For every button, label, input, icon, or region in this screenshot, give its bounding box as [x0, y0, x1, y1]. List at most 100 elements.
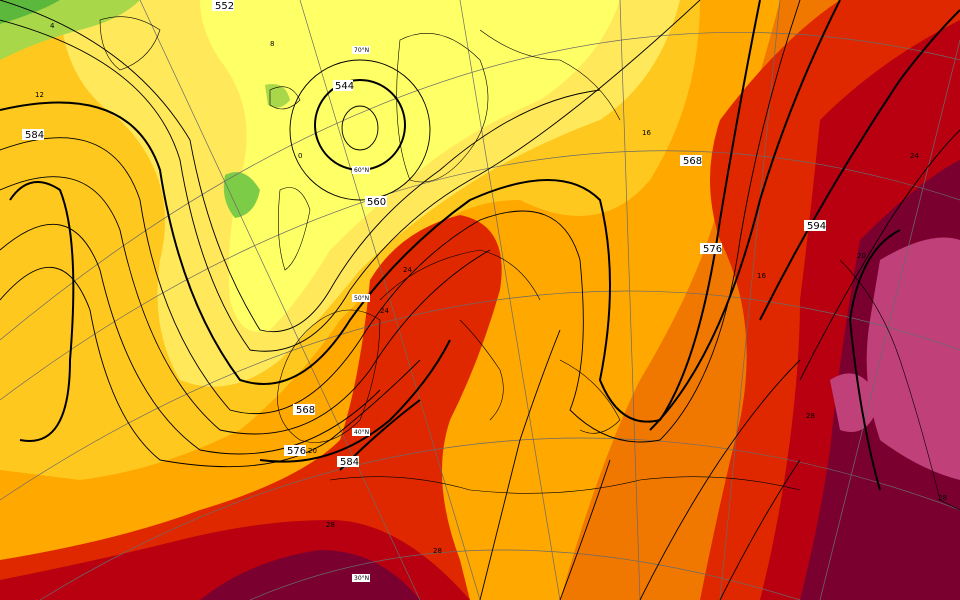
temp-label: 24 [380, 307, 389, 315]
temp-zone-24-west [0, 215, 502, 600]
label-bg [333, 80, 353, 91]
height-label: 544 [335, 81, 354, 92]
height-label: 552 [215, 1, 234, 12]
contour-south-2 [559, 459, 611, 600]
contour-556 [0, 0, 601, 333]
label-bg [352, 428, 370, 436]
scandinavia-coast [396, 33, 489, 183]
temp-zone-cold-patch [223, 172, 260, 218]
label-bg [212, 0, 234, 11]
label-bg [352, 46, 370, 54]
height-label: 576 [703, 244, 722, 255]
label-bg [804, 220, 826, 231]
contour-566 [0, 176, 491, 435]
temp-label: 28 [938, 494, 947, 502]
france-coast [379, 249, 541, 301]
north-africa-coast [329, 476, 801, 494]
coastlines [99, 16, 960, 511]
contour-south-1 [479, 329, 561, 600]
temp-label: 16 [757, 272, 766, 280]
contour-548 [289, 59, 431, 201]
label-bg [700, 243, 722, 254]
latitude-label: 70°N [354, 47, 369, 54]
height-label: 568 [296, 405, 315, 416]
label-bg [284, 445, 306, 456]
temp-zone-32-south [200, 550, 420, 600]
iberia-coast [277, 309, 381, 443]
uk-coast [278, 187, 311, 271]
label-bg [22, 129, 44, 140]
latitude-line-70 [0, 32, 960, 341]
height-label: 560 [367, 197, 386, 208]
meridian-line [139, 0, 421, 600]
iceland-coast [269, 86, 301, 110]
temp-label: 0 [298, 152, 302, 160]
temp-label: 20 [857, 252, 866, 260]
latitude-line-60 [0, 150, 960, 401]
label-bg [680, 155, 702, 166]
temp-label: 20 [308, 447, 317, 455]
label-bg [352, 574, 370, 582]
temp-label: 28 [806, 412, 815, 420]
latitude-line-40 [39, 437, 960, 600]
label-bg [365, 196, 387, 207]
temp-zone-36-b [830, 373, 880, 432]
latitude-label: 50°N [354, 295, 369, 302]
meridian-line [819, 39, 960, 600]
height-labels: 552 544 560 568 568 576 576 584 584 594 [22, 0, 826, 468]
contour-560 [0, 0, 761, 423]
contour-558 [0, 0, 701, 352]
temperature-labels: 0 4 8 12 16 20 24 28 24 16 20 24 28 28 2… [35, 22, 947, 555]
temp-zone-36 [866, 237, 960, 480]
contour-592-se [848, 229, 901, 491]
temp-label: 28 [326, 521, 335, 529]
temp-label: 4 [50, 22, 55, 30]
latitude-label: 60°N [354, 167, 369, 174]
greenland-coast [99, 16, 161, 71]
temp-label: 16 [642, 129, 651, 137]
italy-coast [459, 319, 504, 421]
latitude-label: 30°N [354, 575, 369, 582]
contour-588-east [799, 129, 960, 381]
latitude-line-50 [0, 290, 960, 501]
contour-584-east [759, 9, 960, 321]
height-label: 594 [807, 221, 826, 232]
meridian-line [619, 0, 641, 600]
meridian-line [459, 0, 561, 600]
temp-label: 8 [270, 40, 274, 48]
contour-572 [0, 266, 421, 468]
temp-zone-0-nw [0, 0, 140, 60]
height-label: 568 [683, 156, 702, 167]
temp-zone-4 [200, 0, 620, 332]
temp-zone-cold-patch-2 [265, 84, 290, 108]
height-label: 584 [340, 457, 359, 468]
contour-576-west [259, 339, 451, 463]
meridian-line [299, 0, 481, 600]
temp-label: 12 [35, 91, 44, 99]
label-bg [337, 456, 359, 467]
temp-label: 28 [433, 547, 442, 555]
height-label: 576 [287, 446, 306, 457]
contour-576-east [649, 0, 841, 431]
height-label: 584 [25, 130, 44, 141]
temp-label: 24 [403, 266, 412, 274]
red-sea-coast [839, 259, 960, 511]
latitude-label: 40°N [354, 429, 369, 436]
contour-south-3 [639, 359, 801, 600]
temp-label: 24 [910, 152, 919, 160]
contour-568 [0, 223, 381, 455]
label-bg [352, 166, 370, 174]
latitude-line-30 [249, 549, 801, 600]
contour-564 [0, 0, 801, 443]
contour-584-west [9, 181, 75, 442]
latitude-labels: 70°N 60°N 50°N 40°N 30°N [352, 46, 370, 582]
temp-zone-m4-nw [0, 0, 60, 24]
contour-inner-low [341, 105, 379, 151]
contour-south-4 [719, 459, 801, 600]
label-bg [352, 294, 370, 302]
russia-coast [479, 29, 621, 121]
